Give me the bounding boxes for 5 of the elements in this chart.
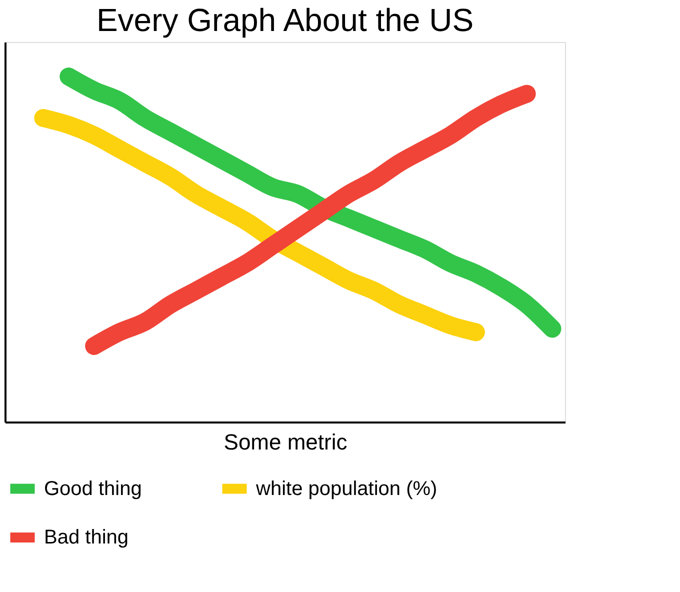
chart-title: Every Graph About the US <box>96 2 474 38</box>
legend-label: Bad thing <box>44 526 129 548</box>
legend-label: white population (%) <box>255 478 438 500</box>
x-axis-title: Some metric <box>224 430 348 454</box>
legend-label: Good thing <box>44 478 142 500</box>
